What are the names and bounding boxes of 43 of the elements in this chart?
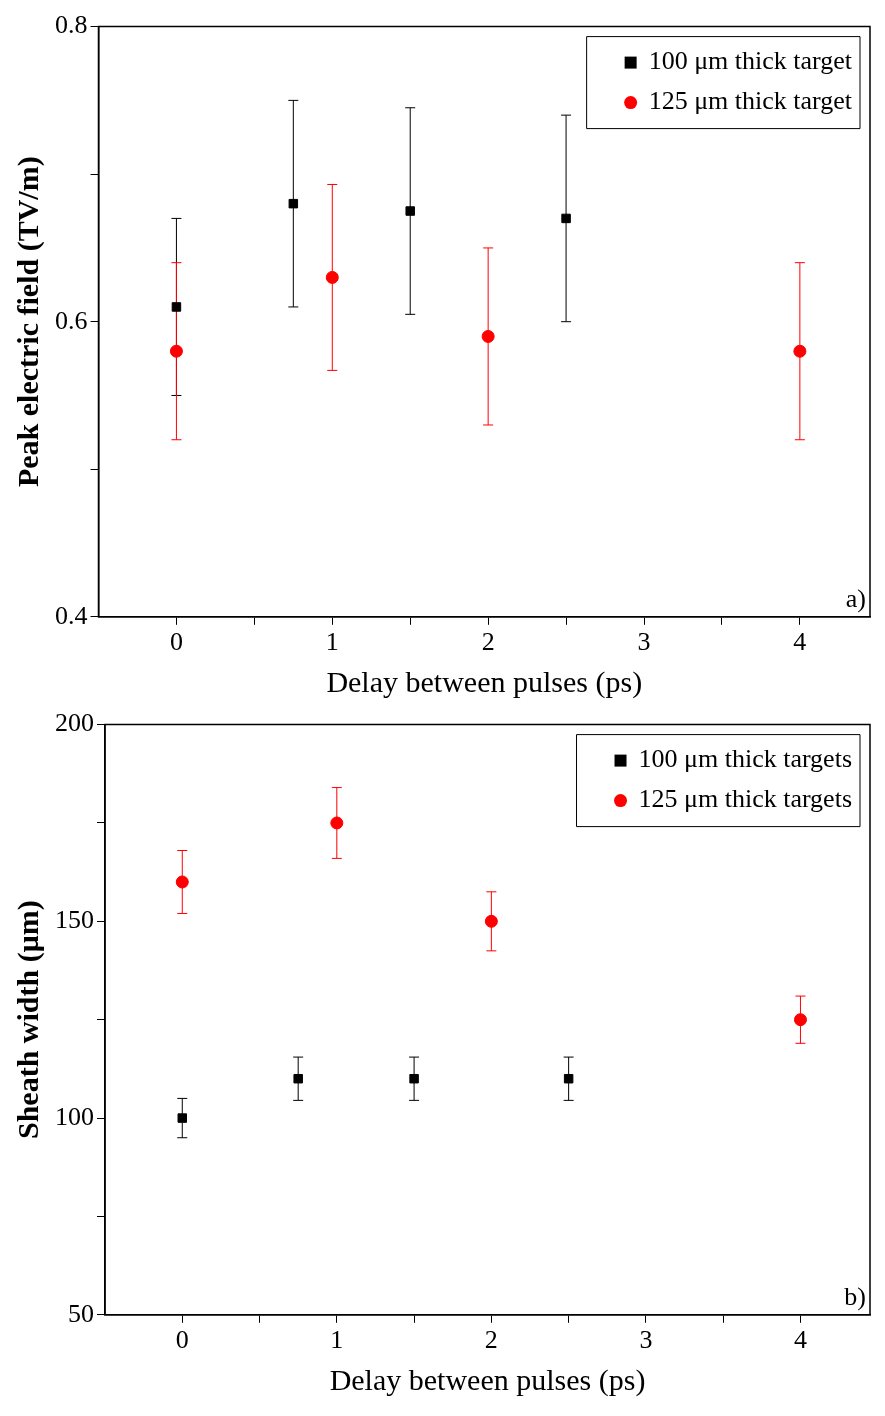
x-tick-label: 2 — [481, 627, 495, 657]
legend-label: 125 μm thick targets — [638, 784, 852, 814]
point — [169, 344, 183, 358]
point — [793, 344, 807, 358]
y-tick-label: 50 — [68, 1298, 94, 1328]
point — [171, 302, 182, 312]
annotation: a) — [845, 583, 866, 613]
y-tick-label: 200 — [55, 708, 94, 738]
point — [177, 1113, 188, 1123]
y-tick-label: 150 — [55, 905, 94, 935]
x-tick-label: 1 — [330, 1325, 344, 1355]
y-axis-title: Sheath width (μm) — [10, 900, 45, 1140]
point — [405, 206, 415, 216]
x-axis-title: Delay between pulses (ps) — [326, 664, 643, 699]
point — [481, 329, 495, 343]
x-tick-label: 2 — [484, 1325, 498, 1355]
point — [175, 875, 189, 889]
legend-label: 125 μm thick target — [648, 86, 853, 116]
x-tick-label: 3 — [637, 627, 651, 657]
x-tick-label: 4 — [793, 1325, 807, 1355]
point — [288, 198, 299, 209]
y-tick-label: 0.4 — [55, 600, 88, 630]
legend-label: 100 μm thick targets — [638, 744, 852, 774]
point — [330, 816, 344, 830]
y-tick-label: 0.6 — [55, 305, 88, 335]
y-tick-label: 0.8 — [55, 10, 88, 40]
x-tick-label: 4 — [793, 627, 807, 657]
x-tick-label: 1 — [325, 627, 339, 657]
point — [293, 1073, 303, 1084]
y-tick-label: 100 — [55, 1101, 94, 1131]
x-axis-title: Delay between pulses (ps) — [329, 1362, 646, 1397]
x-tick-label: 0 — [175, 1325, 189, 1355]
point — [409, 1073, 419, 1084]
y-axis-title: Peak electric field (TV/m) — [10, 156, 45, 488]
point — [325, 270, 339, 284]
x-tick-label: 3 — [639, 1325, 653, 1355]
point — [484, 914, 498, 928]
legend-label: 100 μm thick target — [648, 46, 853, 76]
point — [561, 213, 571, 224]
annotation: b) — [844, 1281, 866, 1311]
point — [563, 1073, 574, 1084]
x-tick-label: 0 — [169, 627, 183, 657]
point — [793, 1013, 807, 1027]
